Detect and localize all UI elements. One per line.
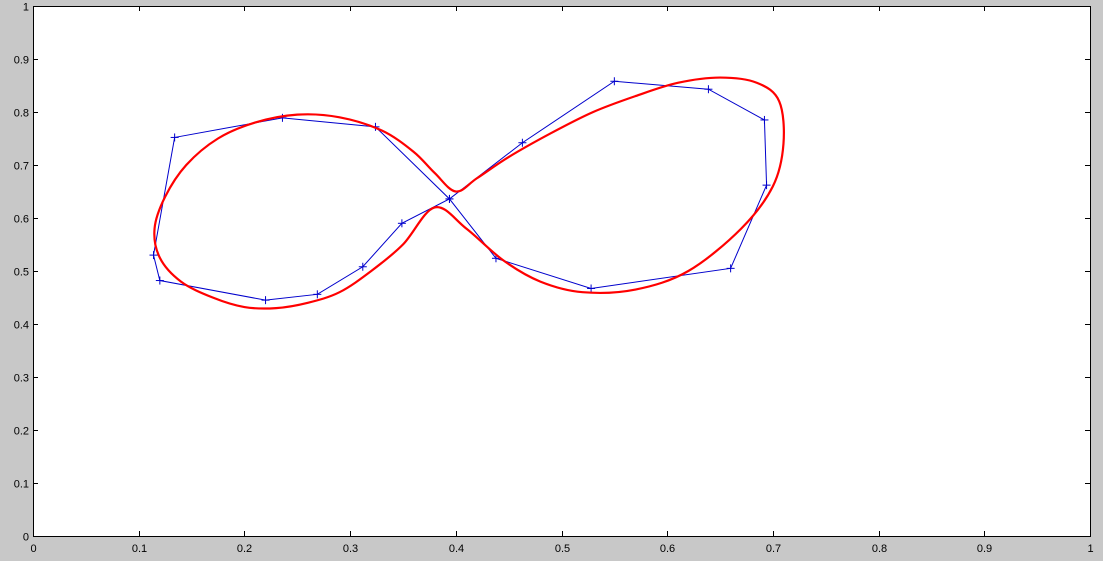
plus-marker [610,77,619,86]
plus-marker [170,133,179,142]
x-tick-label: 0.4 [449,543,464,555]
x-tick-label: 0.7 [766,543,781,555]
plus-marker [155,276,164,285]
x-tick-label: 1 [1087,543,1093,555]
x-axis: 0 0.1 0.2 0.3 0.4 0.5 0.6 0.7 0.8 0.9 1 [30,6,1094,555]
plot-area [33,6,1090,536]
plus-marker [587,284,596,293]
y-tick-label: 0.7 [14,161,29,173]
plus-marker [313,290,322,299]
plus-marker [760,115,769,124]
x-tick-label: 0.3 [343,543,358,555]
plus-marker [518,138,527,147]
y-tick-label: 1 [23,2,29,14]
series-layer [149,76,785,310]
plus-marker [397,219,406,228]
plus-marker [762,181,771,190]
x-tick-label: 0.5 [555,543,570,555]
y-tick-label: 0.9 [14,55,29,67]
plus-marker [149,251,158,260]
plus-marker [445,194,454,203]
plus-marker [358,262,367,271]
y-tick-label: 0 [23,532,29,544]
x-tick-label: 0.6 [660,543,675,555]
x-tick-label: 0.8 [872,543,887,555]
x-tick-label: 0 [30,543,36,555]
y-tick-label: 0.4 [14,320,29,332]
red-fitted-curve [153,76,785,310]
plus-marker [261,296,270,305]
x-tick-label: 0.2 [237,543,252,555]
x-tick-label: 0.9 [977,543,992,555]
plus-marker [704,85,713,94]
x-tick-label: 0.1 [132,543,147,555]
y-tick-label: 0.3 [14,373,29,385]
y-tick-label: 0.8 [14,108,29,120]
plus-marker [726,264,735,273]
y-tick-label: 0.1 [14,479,29,491]
y-tick-label: 0.2 [14,426,29,438]
y-tick-label: 0.5 [14,267,29,279]
y-tick-label: 0.6 [14,214,29,226]
y-axis: 0 0.1 0.2 0.3 0.4 0.5 0.6 0.7 0.8 0.9 1 [14,2,1090,544]
